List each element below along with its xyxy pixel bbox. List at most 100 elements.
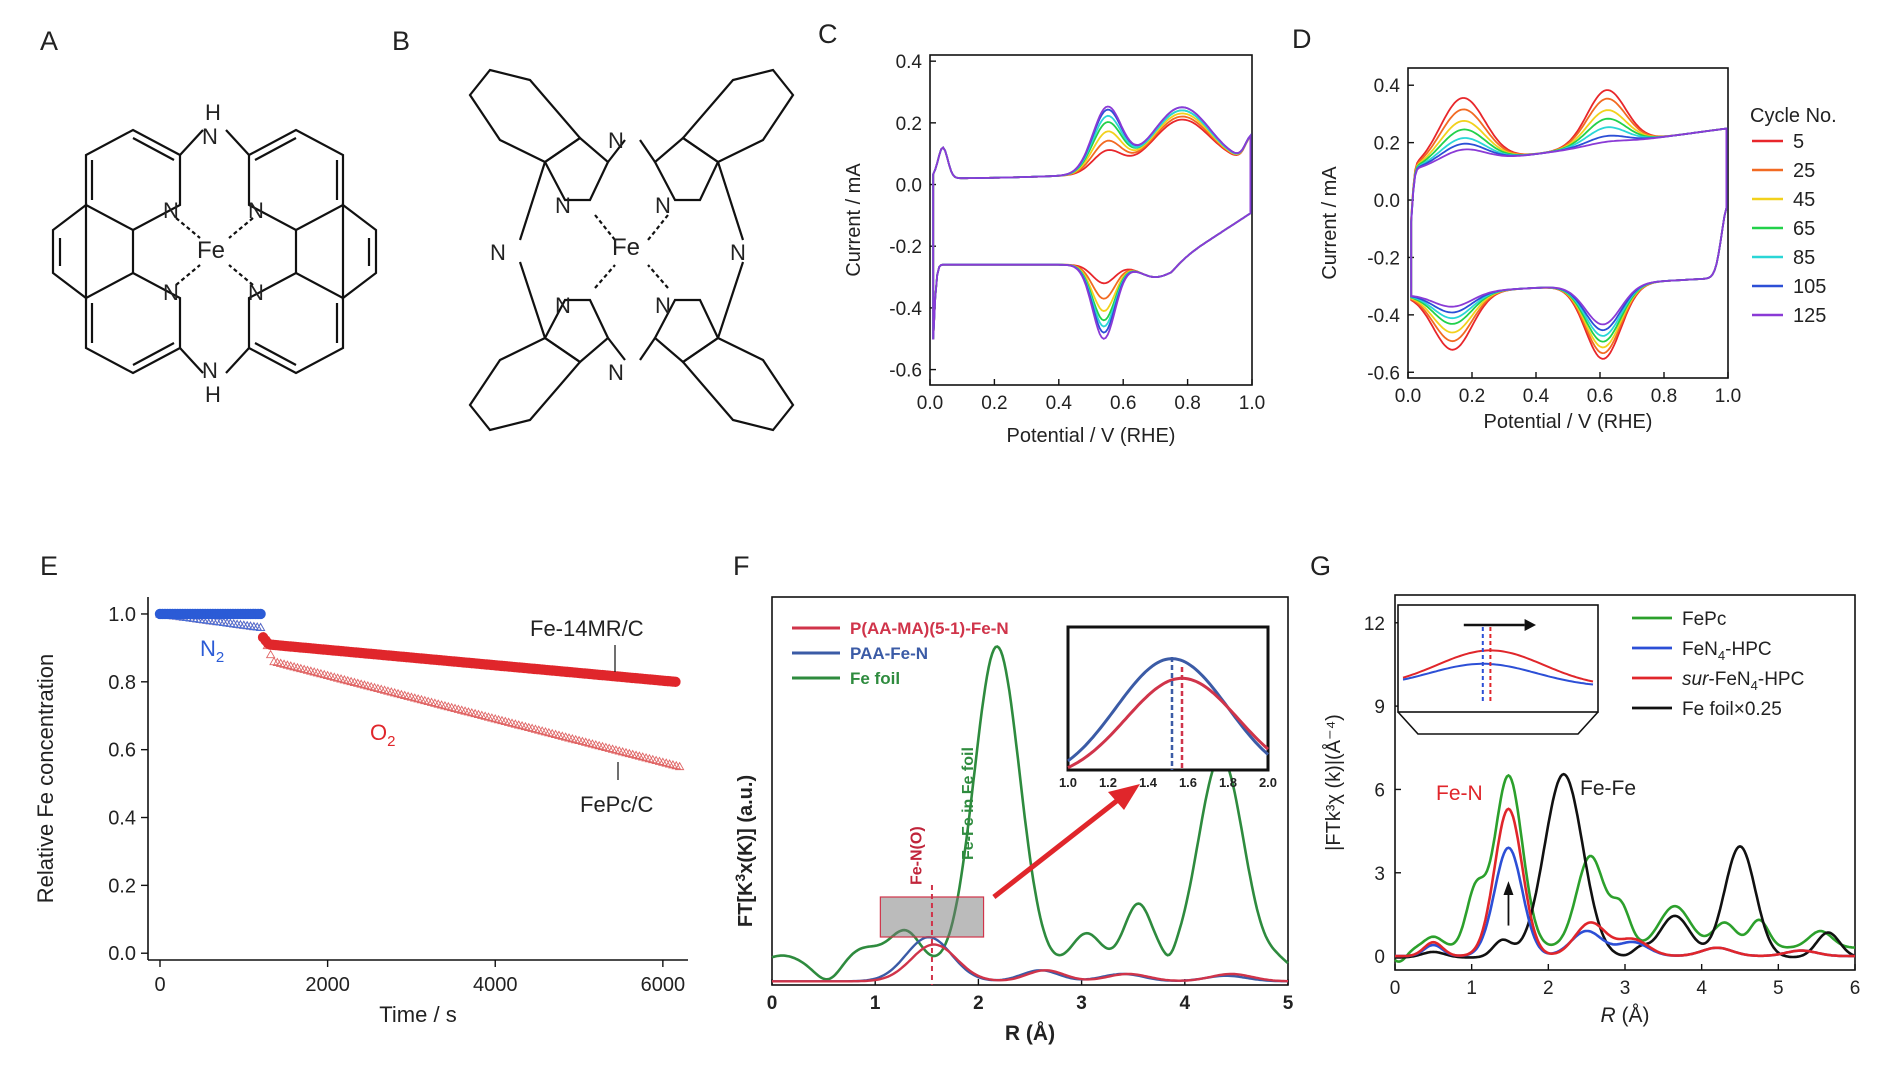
inset-series-red (1402, 649, 1594, 683)
x-tick-label: 2 (1543, 978, 1554, 999)
x-tick-label: 1.0 (1715, 386, 1741, 407)
atom-n-lr: N (248, 280, 264, 305)
cv-curve-cycle-125 (932, 105, 1252, 340)
x-tick-label: 1 (870, 993, 881, 1014)
x-axis-label: Potential / V (RHE) (1484, 411, 1653, 433)
legend-label-2: sur-FeN4-HPC (1682, 669, 1804, 693)
x-tick-label: 0.0 (1395, 386, 1421, 407)
molecule-fepc (468, 68, 795, 432)
annotation-fe14mr-c: Fe-14MR/C (530, 616, 644, 641)
panel-label-c: C (818, 19, 838, 49)
chart-f: 0 1 2 3 4 5 R (Å) FT[K3x(K)] (a.u.) Fe-N(O) Fe-Fe… (732, 596, 1294, 1045)
x-tick-label: 1.0 (1239, 393, 1265, 414)
atom-n-bottom: N (202, 358, 218, 383)
x-tick-label: 0.8 (1651, 386, 1677, 407)
molecule-fe-14mr (51, 128, 378, 375)
x-tick-label: 5 (1283, 993, 1294, 1014)
atom-n-ul: N (555, 193, 571, 218)
y-tick-label: 0.6 (108, 740, 136, 762)
x-tick-label: 4 (1180, 993, 1191, 1014)
inset-x-tick-label: 2.0 (1259, 775, 1277, 790)
legend-label-2: Fe foil (850, 669, 900, 688)
x-tick-label: 0.6 (1587, 386, 1613, 407)
y-tick-label: -0.4 (889, 299, 922, 320)
x-tick-label: 5 (1773, 978, 1784, 999)
annotation-fepc-c: FePc/C (580, 792, 653, 817)
panel-label-g: G (1310, 551, 1331, 581)
x-axis-label: Potential / V (RHE) (1007, 425, 1176, 447)
inset-x-tick-label: 1.6 (1179, 775, 1197, 790)
inset-x-tick-label: 1.8 (1219, 775, 1237, 790)
x-axis-label: R (Å) (1005, 1021, 1055, 1045)
legend-label-25: 25 (1793, 160, 1815, 182)
x-tick-label: 0.2 (981, 393, 1007, 414)
series-fe-foil (1395, 772, 1856, 959)
inset-arrow-head (1524, 619, 1536, 631)
series-fepc (1394, 773, 1856, 963)
y-tick-label: -0.2 (889, 237, 922, 258)
atom-n-ul: N (163, 198, 179, 223)
y-tick-label: 0.2 (896, 114, 922, 135)
y-tick-label: 0.4 (1374, 76, 1401, 97)
annotation-fe-n: Fe-N (1436, 782, 1483, 805)
arrow-head (1503, 881, 1514, 895)
legend-label-1: PAA-Fe-N (850, 644, 928, 663)
plot-frame (771, 596, 1289, 986)
inset-series-red (1067, 676, 1269, 769)
cv-curve-cycle-65 (1410, 117, 1728, 343)
y-tick-label: -0.6 (889, 361, 922, 382)
legend-label-45: 45 (1793, 189, 1815, 211)
atom-n-top: N (608, 128, 624, 153)
y-tick-label: 0.0 (896, 176, 922, 197)
x-tick-label: 0 (154, 974, 165, 996)
chart-c: 0.0 0.2 0.4 0.6 0.8 1.0 0.4 0.2 0.0 -0.2 -0.4 -0.6 P… (843, 52, 1265, 447)
legend-label-0: FePc (1682, 609, 1726, 630)
molecule-fe-14mr-atoms: H N N N Fe N N N H (163, 100, 264, 407)
x-tick-label: 2 (973, 993, 984, 1014)
x-tick-label: 3 (1076, 993, 1087, 1014)
y-tick-label: 0 (1374, 947, 1385, 968)
inset-zoom-lines (1397, 711, 1599, 735)
plot-frame (1407, 67, 1729, 379)
x-tick-label: 3 (1620, 978, 1631, 999)
y-tick-label: 0.2 (1374, 134, 1400, 155)
y-axis-label: Relative Fe concentration (33, 654, 58, 903)
zoom-arrow-head (1108, 784, 1140, 810)
data-point-fe14mr (255, 608, 266, 620)
x-tick-label: 0.0 (917, 393, 943, 414)
y-tick-label: -0.2 (1367, 248, 1400, 269)
y-tick-label: -0.4 (1367, 306, 1400, 327)
x-tick-label: 0.2 (1459, 386, 1485, 407)
x-axis-label: R (Å) (1601, 1004, 1650, 1027)
annotation-n2: N2 (200, 636, 224, 666)
atom-n-ur: N (655, 193, 671, 218)
inset-frame (1397, 604, 1599, 713)
y-axis-label: Current / mA (843, 163, 865, 277)
cv-curve-cycle-105 (1410, 127, 1728, 332)
atom-n-top: N (202, 124, 218, 149)
legend-label-3: Fe foil×0.25 (1682, 699, 1782, 720)
x-tick-label: 4000 (473, 974, 518, 996)
atom-n-right: N (730, 240, 746, 265)
inset-x-tick-label: 1.4 (1139, 775, 1158, 790)
zoom-arrow-shaft (992, 794, 1125, 899)
panel-label-f: F (733, 551, 750, 581)
x-tick-label: 0 (1390, 978, 1401, 999)
legend-label-105: 105 (1793, 276, 1826, 298)
atom-n-left: N (490, 240, 506, 265)
x-tick-label: 1 (1466, 978, 1477, 999)
x-tick-label: 0 (767, 993, 778, 1014)
legend-title: Cycle No. (1750, 105, 1837, 127)
y-tick-label: 0.0 (108, 943, 136, 965)
y-tick-label: 0.8 (108, 672, 136, 694)
atom-h-top: H (205, 100, 221, 125)
annotation-fe-n-o: Fe-N(O) (909, 826, 926, 885)
legend-label-65: 65 (1793, 218, 1815, 240)
y-tick-label: 0.2 (108, 875, 136, 897)
y-axis-label: |FTk³χ (k)|(Å⁻⁴) (1322, 714, 1345, 851)
panel-label-b: B (392, 26, 410, 56)
atom-n-ll: N (163, 280, 179, 305)
x-axis-label: Time / s (379, 1002, 456, 1027)
